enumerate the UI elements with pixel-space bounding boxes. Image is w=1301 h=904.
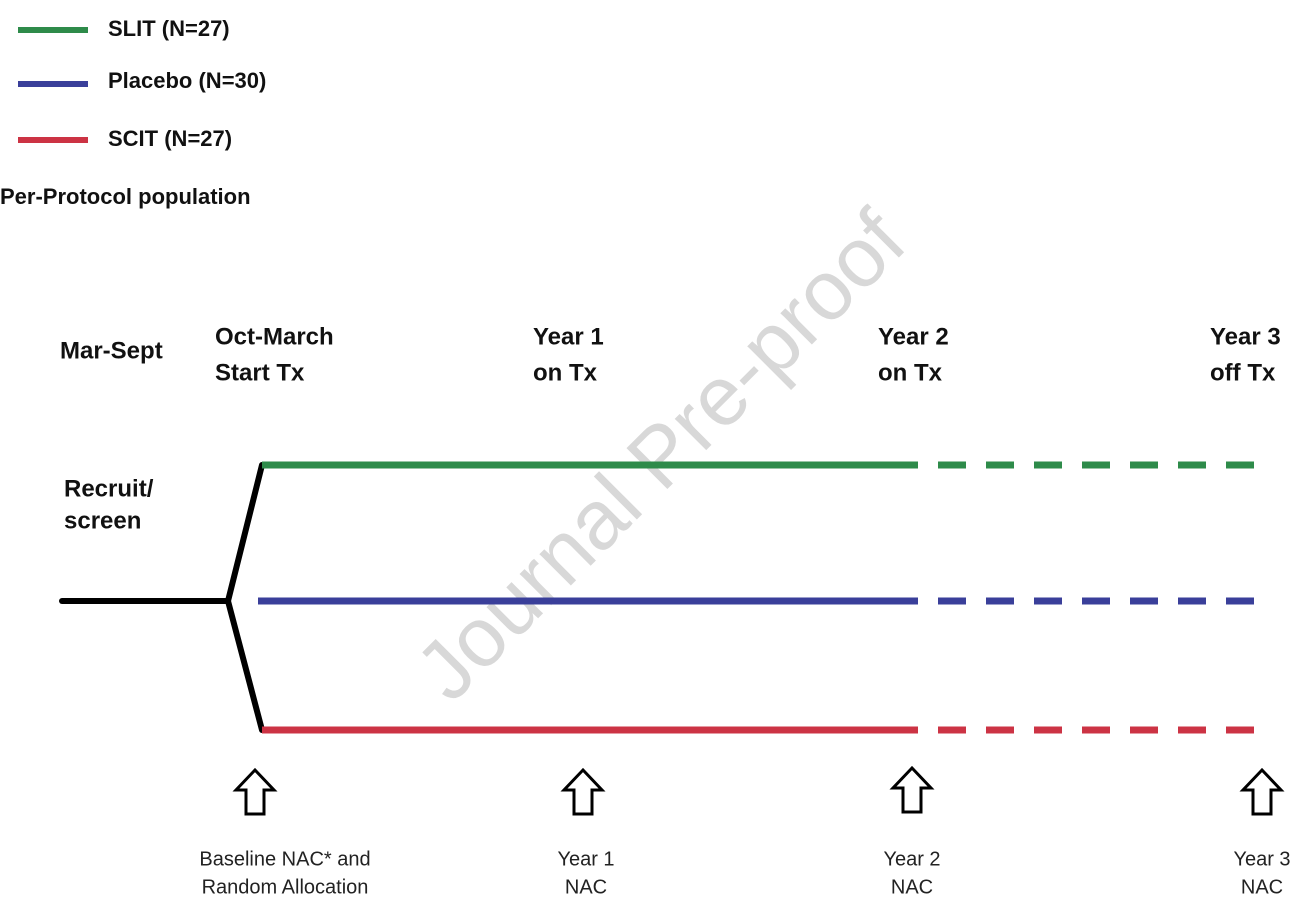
legend-label: Placebo (N=30) <box>108 68 266 93</box>
milestone-label: Baseline NAC* and <box>199 848 370 870</box>
arm-lines <box>258 461 1270 734</box>
milestone-label: NAC <box>1241 876 1283 898</box>
up-arrow <box>1239 767 1285 816</box>
recruit-path <box>59 462 265 733</box>
phase-label: Oct-March <box>215 323 334 350</box>
up-arrow <box>889 765 935 814</box>
phase-label: Year 2 <box>878 323 949 350</box>
phase-label: Start Tx <box>215 359 305 386</box>
milestone-label: Random Allocation <box>202 876 369 898</box>
population-label: Per-Protocol population <box>0 184 251 209</box>
phase-label: Year 3 <box>1210 323 1281 350</box>
milestone-label: Year 2 <box>883 848 940 870</box>
watermark: Journal Pre-proof <box>397 192 923 718</box>
arrows <box>232 765 1285 816</box>
milestone-label: NAC <box>565 876 607 898</box>
phase-label: on Tx <box>533 359 598 386</box>
phase-label: Mar-Sept <box>60 337 163 364</box>
milestone-label: Year 1 <box>557 848 614 870</box>
phase-label: Year 1 <box>533 323 604 350</box>
side-label: screen <box>64 507 141 534</box>
legend-label: SCIT (N=27) <box>108 126 232 151</box>
legend-label: SLIT (N=27) <box>108 16 230 41</box>
milestone-label: NAC <box>891 876 933 898</box>
side-label: Recruit/ <box>64 475 154 502</box>
up-arrow <box>560 767 606 816</box>
phase-label: on Tx <box>878 359 943 386</box>
phase-label: off Tx <box>1210 359 1276 386</box>
milestone-label: Year 3 <box>1233 848 1290 870</box>
up-arrow <box>232 767 278 816</box>
